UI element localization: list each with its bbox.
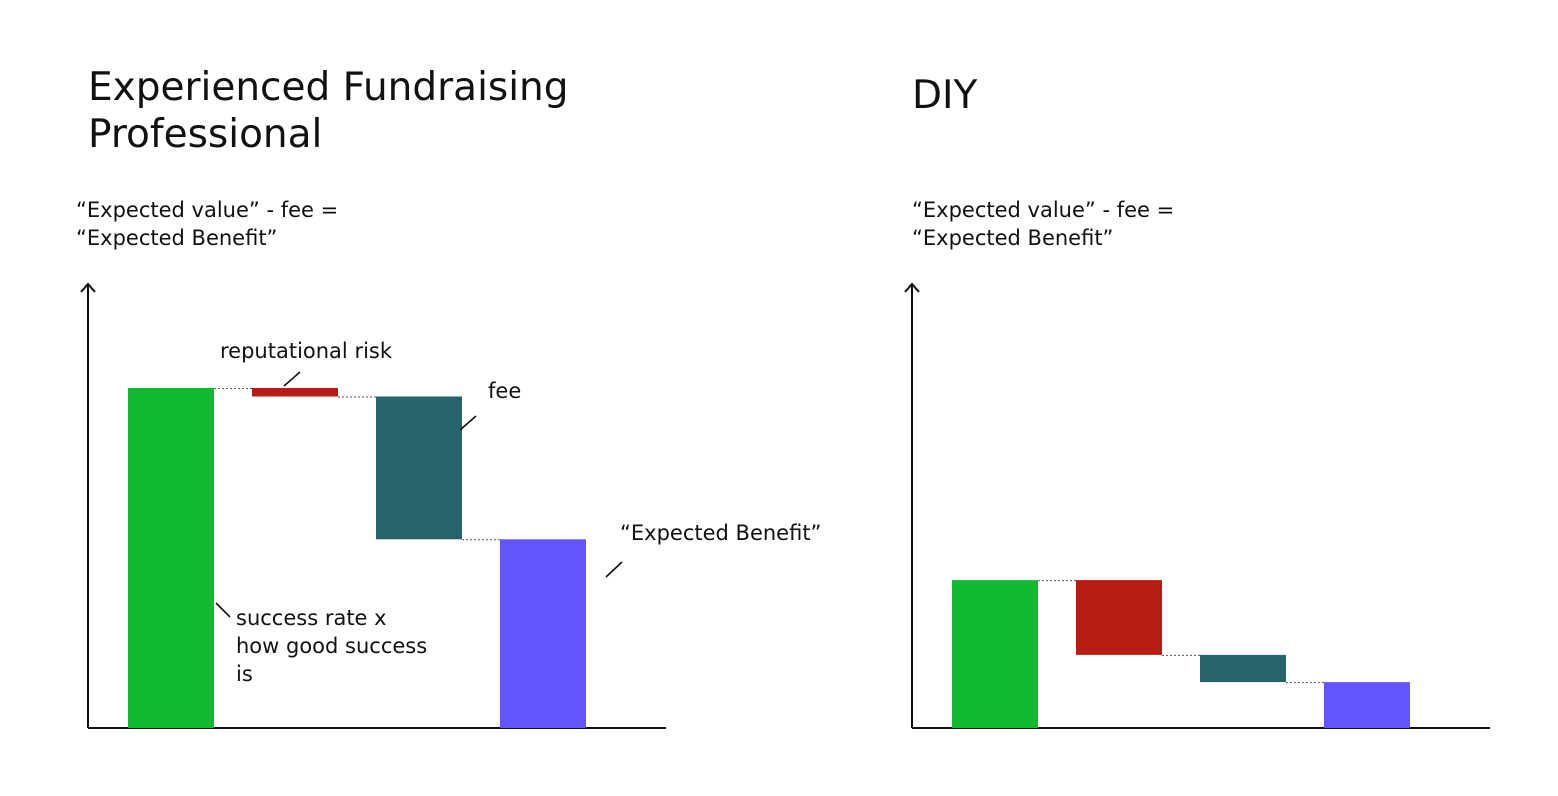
step-label-line: success rate x (236, 606, 387, 630)
label-leader-0-2 (459, 415, 477, 431)
step-label-0-3: “Expected Benefit” (620, 521, 821, 545)
bar-0-2 (376, 396, 462, 540)
bar-1-1 (1076, 580, 1162, 655)
bar-1-2 (1200, 654, 1286, 683)
step-label-0-1: reputational risk (220, 339, 393, 363)
step-label-line: fee (488, 379, 521, 403)
bar-0-0 (128, 388, 214, 728)
label-leader-0-1 (283, 371, 301, 387)
chart-subtitle-right: “Expected value” - fee = “Expected Benef… (912, 198, 1175, 250)
label-leader-0-3 (605, 561, 623, 578)
chart-title-left: Experienced Fundraising Professional (88, 65, 569, 157)
bar-0-1 (252, 388, 338, 397)
y-axis-arrow-1 (904, 282, 920, 293)
label-leader-0-0 (215, 602, 231, 618)
bar-0-3 (500, 539, 586, 728)
chart-title-right: DIY (912, 73, 978, 118)
step-label-line: reputational risk (220, 339, 393, 363)
step-label-0-2: fee (488, 379, 521, 403)
step-label-line: how good success (236, 634, 427, 658)
step-label-line: “Expected Benefit” (620, 521, 821, 545)
y-axis-arrow-0 (80, 282, 96, 293)
bar-1-3 (1324, 682, 1410, 728)
step-label-line: is (236, 662, 253, 686)
step-label-0-0: success rate x how good success is (236, 606, 427, 686)
bar-1-0 (952, 580, 1038, 728)
chart-subtitle-left: “Expected value” - fee = “Expected Benef… (76, 198, 339, 250)
